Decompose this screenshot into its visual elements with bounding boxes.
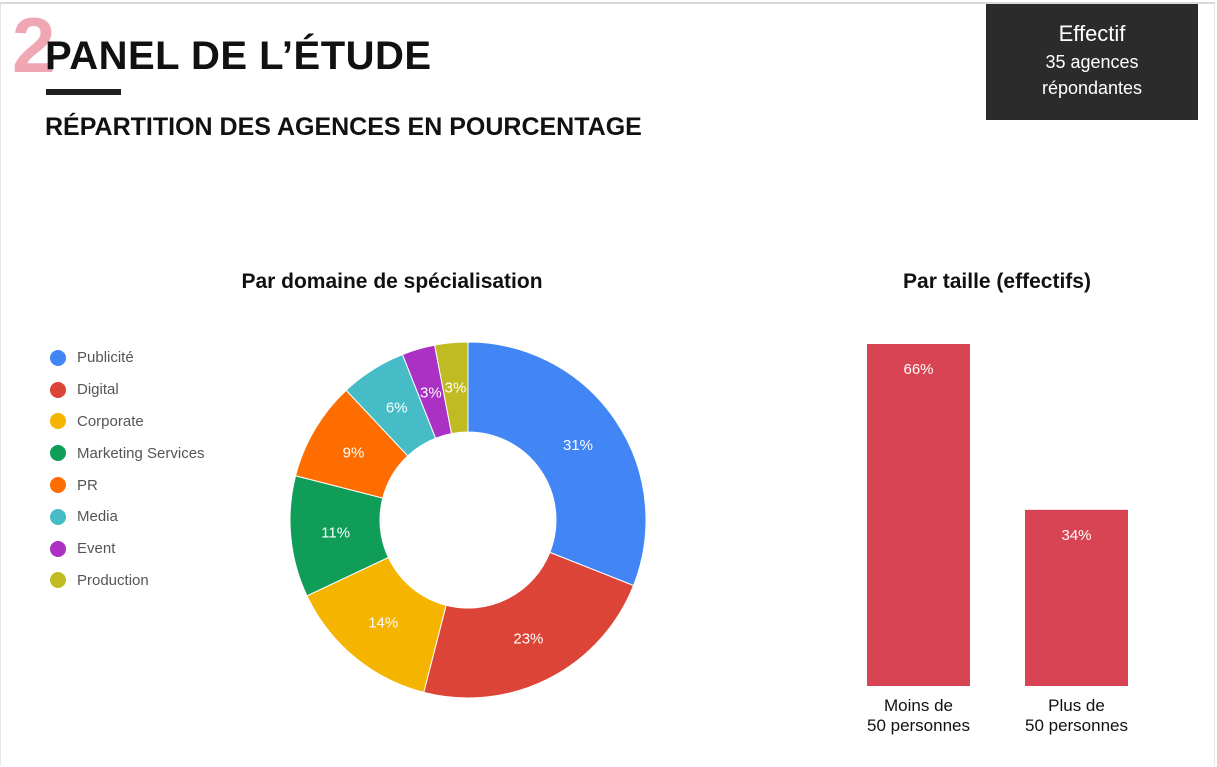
bar-moins-de-50-personnes bbox=[867, 344, 970, 686]
legend-item-publicite: Publicité bbox=[50, 342, 205, 374]
donut-slice-label: 3% bbox=[420, 384, 442, 401]
effectif-title: Effectif bbox=[1058, 21, 1126, 46]
legend-label: Digital bbox=[77, 381, 119, 399]
donut-slice-label: 23% bbox=[513, 631, 543, 648]
legend-swatch bbox=[50, 413, 66, 430]
donut-slice-publicite bbox=[467, 341, 647, 587]
legend-swatch bbox=[50, 349, 66, 366]
donut-slice-label: 31% bbox=[563, 437, 593, 454]
donut-slice-label: 9% bbox=[343, 444, 365, 461]
donut-slice-label: 14% bbox=[368, 614, 398, 631]
donut-slice-production bbox=[434, 341, 469, 435]
legend-swatch bbox=[50, 445, 66, 462]
bar-chart: 66% Moins de 50 personnes 34% Plus de 50 pers… bbox=[867, 344, 1128, 735]
donut-slice-corporate bbox=[306, 556, 447, 694]
page-title: PANEL DE L’ÉTUDE bbox=[45, 34, 432, 78]
legend-label: Production bbox=[77, 571, 149, 589]
title-underline bbox=[46, 89, 121, 95]
effectif-box: Effectif 35 agences répondantes bbox=[986, 4, 1198, 120]
legend-item-event: Event bbox=[50, 533, 205, 565]
donut-chart-title: Par domaine de spécialisation bbox=[241, 270, 543, 293]
bar-value-label: 34% bbox=[1061, 527, 1091, 544]
bar-category-label: Moins de 50 personnes bbox=[867, 696, 970, 735]
legend-label: Marketing Services bbox=[77, 444, 205, 462]
legend-item-pr: PR bbox=[50, 469, 205, 501]
legend-swatch bbox=[50, 508, 66, 525]
legend-swatch bbox=[50, 572, 66, 589]
legend-label: Media bbox=[77, 508, 118, 526]
legend-swatch bbox=[50, 540, 66, 557]
donut-legend: Publicité Digital Corporate Marketing Servi… bbox=[50, 342, 205, 596]
legend-item-production: Production bbox=[50, 565, 205, 597]
legend-label: Corporate bbox=[77, 412, 144, 430]
legend-item-corporate: Corporate bbox=[50, 406, 205, 438]
donut-slice-label: 3% bbox=[445, 380, 467, 397]
legend-item-marketing-services: Marketing Services bbox=[50, 437, 205, 469]
donut-chart: 31% 23% 14% 11% 9% 6% 3% 3% bbox=[289, 341, 647, 699]
legend-swatch bbox=[50, 477, 66, 494]
effectif-text: 35 agences répondantes bbox=[1041, 52, 1143, 99]
donut-slice-digital bbox=[423, 551, 635, 699]
bar-value-label: 66% bbox=[903, 361, 933, 378]
legend-item-digital: Digital bbox=[50, 374, 205, 406]
donut-slice-label: 6% bbox=[386, 400, 408, 417]
bar-plus-de-50-personnes bbox=[1025, 509, 1128, 686]
legend-swatch bbox=[50, 381, 66, 398]
bar-chart-title: Par taille (effectifs) bbox=[903, 270, 1091, 293]
donut-slice-label: 11% bbox=[321, 525, 350, 542]
legend-label: Event bbox=[77, 540, 116, 558]
legend-label: PR bbox=[77, 476, 98, 494]
legend-label: Publicité bbox=[77, 349, 134, 367]
legend-item-media: Media bbox=[50, 501, 205, 533]
bar-category-label: Plus de 50 personnes bbox=[1025, 696, 1128, 735]
section-number: 2 bbox=[12, 1, 56, 89]
page-subtitle: RÉPARTITION DES AGENCES EN POURCENTAGE bbox=[45, 113, 642, 141]
